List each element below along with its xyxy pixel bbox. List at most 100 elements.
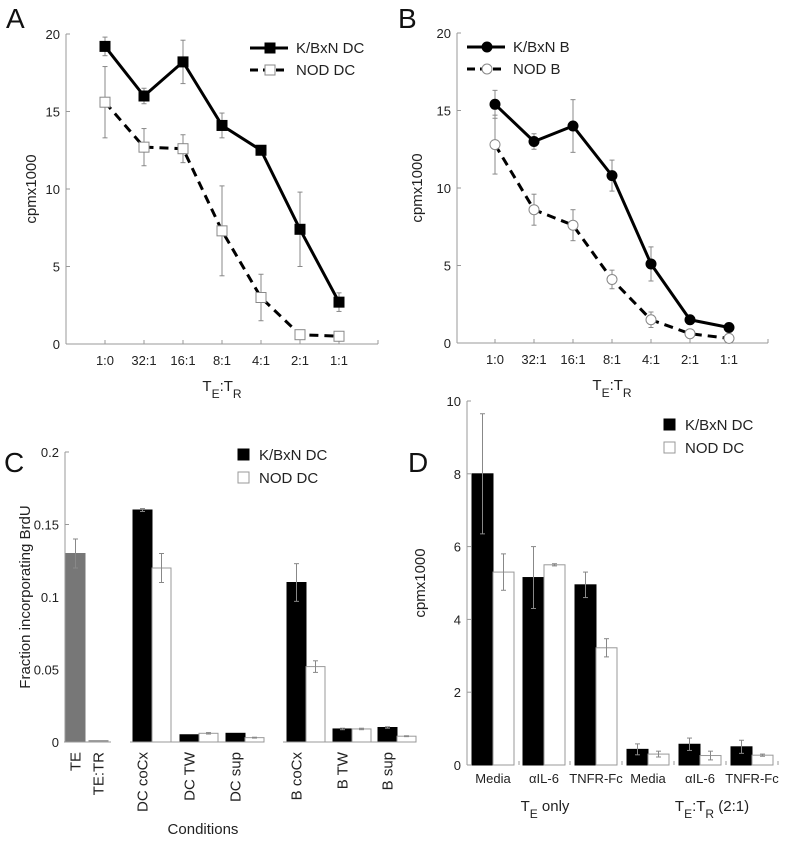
data-point xyxy=(264,42,276,54)
data-point xyxy=(684,328,696,340)
y-tick-label: 0.2 xyxy=(41,445,59,460)
y-tick-label: 0 xyxy=(454,758,461,773)
y-tick-label: 0 xyxy=(52,735,59,750)
y-tick-label: 0.15 xyxy=(34,518,59,533)
x-tick-label: B TW xyxy=(335,751,352,789)
subscript: E xyxy=(684,807,692,821)
bar xyxy=(574,584,597,766)
x-tick-label: Media xyxy=(475,771,511,786)
subscript: R xyxy=(705,807,714,821)
legend-label: K/BxN B xyxy=(513,39,570,56)
legend-label: K/BxN DC xyxy=(259,447,328,464)
x-tick-label: B coCx xyxy=(289,752,306,801)
panel-letter-a: A xyxy=(6,3,25,34)
subscript: E xyxy=(530,807,538,821)
y-tick-label: 15 xyxy=(437,104,451,119)
y-axis-label: cpmx1000 xyxy=(409,153,426,222)
legend-label: NOD B xyxy=(513,61,561,78)
label-part: T xyxy=(202,378,211,395)
x-tick-label: 1:1 xyxy=(330,353,348,368)
x-tick-label: αIL-6 xyxy=(685,771,715,786)
bar xyxy=(543,564,566,766)
data-point xyxy=(264,64,276,76)
x-tick-label: 2:1 xyxy=(681,352,699,367)
bar xyxy=(377,727,398,743)
data-point xyxy=(606,170,618,182)
y-axis-label: cpmx1000 xyxy=(412,548,429,617)
legend-swatch xyxy=(663,418,676,431)
x-tick-label: TE:TR xyxy=(91,752,108,795)
subscript: R xyxy=(623,386,632,400)
label-part: :T xyxy=(220,378,233,395)
x-tick-label: 32:1 xyxy=(131,353,156,368)
y-tick-label: 5 xyxy=(444,259,451,274)
subscript: E xyxy=(212,387,220,401)
y-tick-label: 0.05 xyxy=(34,663,59,678)
x-tick-label: TNFR-Fc xyxy=(569,771,623,786)
data-point xyxy=(481,63,493,75)
data-point xyxy=(567,219,579,231)
data-point xyxy=(528,136,540,147)
x-tick-label: 1:0 xyxy=(96,353,114,368)
bar xyxy=(492,571,515,766)
data-point xyxy=(177,56,189,68)
y-tick-label: 10 xyxy=(437,181,451,196)
x-tick-label: 16:1 xyxy=(560,352,585,367)
x-tick-label: DC sup xyxy=(228,752,245,802)
x-tick-label: 32:1 xyxy=(521,352,546,367)
x-tick-label: 4:1 xyxy=(642,352,660,367)
data-point xyxy=(481,41,493,53)
y-tick-label: 15 xyxy=(46,105,60,120)
y-tick-label: 8 xyxy=(454,467,461,482)
data-point xyxy=(567,120,579,132)
bar xyxy=(225,732,246,743)
y-tick-label: 0 xyxy=(53,337,60,352)
x-tick-label: 16:1 xyxy=(170,353,195,368)
x-tick-label: 1:0 xyxy=(486,352,504,367)
x-axis-label: TE:TR xyxy=(202,378,242,401)
x-axis-label: TE:TR xyxy=(592,377,632,400)
bar xyxy=(305,666,326,743)
x-tick-label: DC TW xyxy=(182,751,199,801)
x-tick-label: αIL-6 xyxy=(529,771,559,786)
data-point xyxy=(138,90,150,102)
legend-label: NOD DC xyxy=(296,62,355,79)
label-part: T xyxy=(592,377,601,394)
data-point xyxy=(177,143,189,155)
panel-d-chart: 0 2 4 6 8 10 cpmx1000 Media αIL-6 TNFR-Fc Media αIL… xyxy=(412,394,779,821)
legend-swatch xyxy=(237,471,250,484)
subscript: R xyxy=(233,387,242,401)
group-label: TE only xyxy=(521,798,570,821)
data-point xyxy=(333,296,345,308)
data-point xyxy=(606,273,618,285)
data-point xyxy=(723,332,735,344)
data-point xyxy=(216,225,228,237)
label-part: T xyxy=(675,798,684,815)
bar xyxy=(132,509,153,743)
y-tick-label: 6 xyxy=(454,540,461,555)
y-tick-label: 20 xyxy=(437,26,451,41)
panel-c-chart: 0 0.05 0.1 0.15 0.2 Fraction incorporating Br… xyxy=(17,445,417,838)
group-label: TE:TR (2:1) xyxy=(675,798,749,821)
y-tick-label: 2 xyxy=(454,685,461,700)
data-point xyxy=(645,258,657,270)
panel-b-chart: 0 5 10 15 20 cpmx1000 1:0 32:1 16:1 8:1 4:1 2:1 1:1 T… xyxy=(409,26,769,400)
data-point xyxy=(528,204,540,216)
data-point xyxy=(645,314,657,326)
data-point xyxy=(489,139,501,151)
data-point xyxy=(99,96,111,108)
y-tick-label: 4 xyxy=(454,612,461,627)
y-tick-label: 0.1 xyxy=(41,590,59,605)
subscript: E xyxy=(602,386,610,400)
panel-letter-c: C xyxy=(4,447,24,478)
bar xyxy=(351,728,372,743)
legend-label: NOD DC xyxy=(685,440,744,457)
data-point xyxy=(489,98,501,110)
data-point xyxy=(333,330,345,342)
data-point xyxy=(294,329,306,341)
panel-letter-b: B xyxy=(398,3,417,34)
x-tick-label: 2:1 xyxy=(291,353,309,368)
x-tick-label: TE xyxy=(68,752,85,771)
y-tick-label: 10 xyxy=(46,182,60,197)
data-point xyxy=(723,322,735,333)
